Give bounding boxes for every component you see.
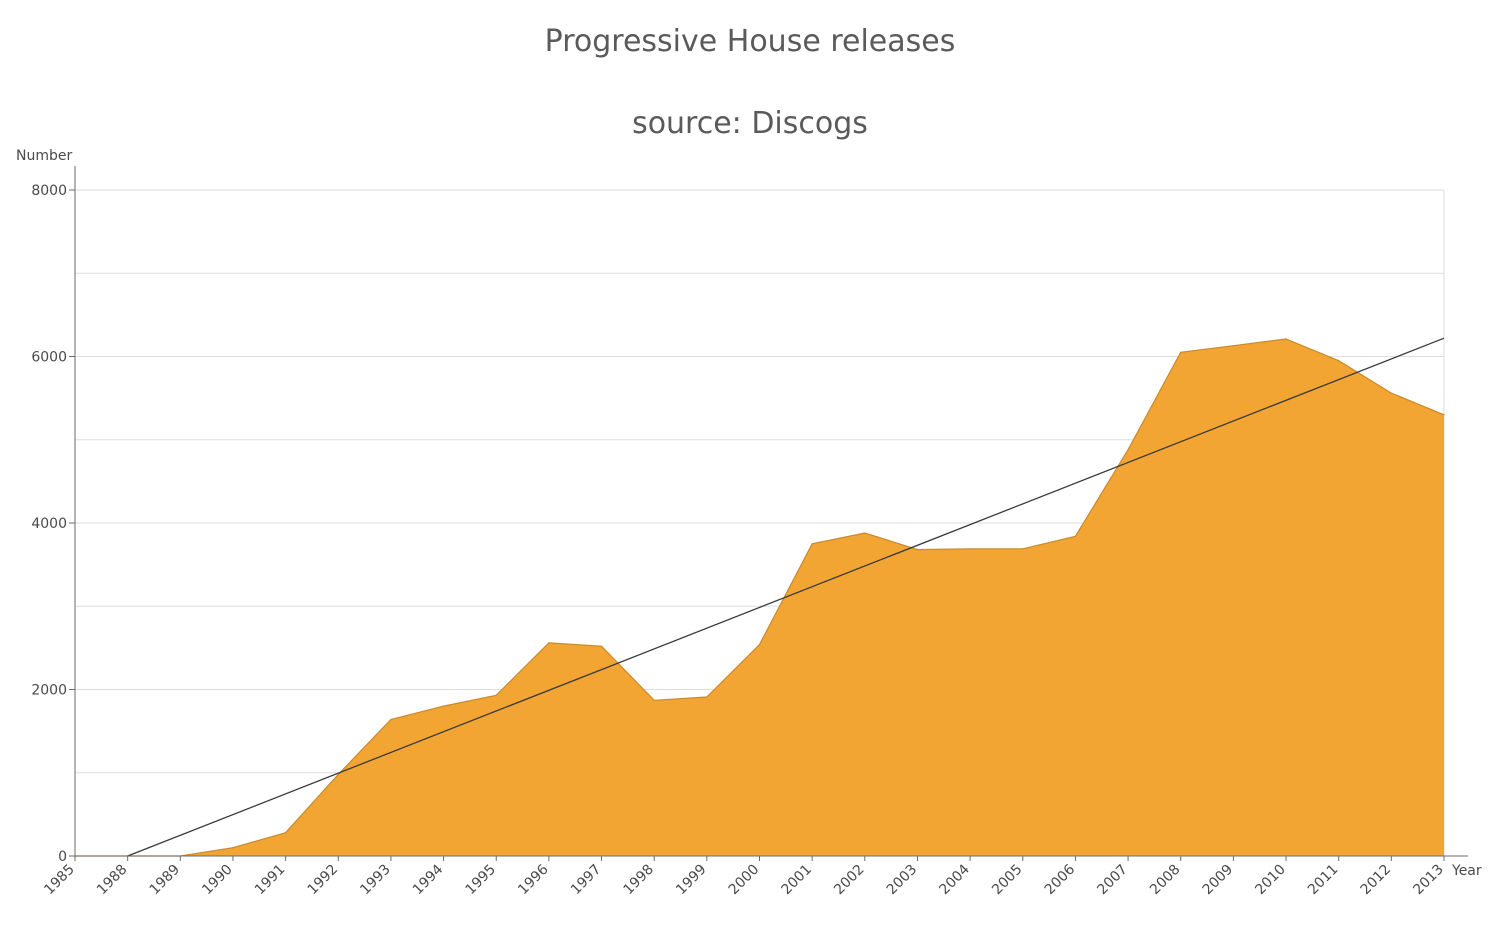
y-axis-label: Number bbox=[16, 148, 72, 164]
y-tick-label: 0 bbox=[58, 849, 67, 865]
x-tick-label-2013: 2013 bbox=[1410, 862, 1447, 899]
x-tick-label-2010: 2010 bbox=[1252, 862, 1289, 899]
x-tick-label-2007: 2007 bbox=[1094, 862, 1131, 899]
x-tick-label-1997: 1997 bbox=[568, 862, 605, 899]
x-tick-label-1990: 1990 bbox=[199, 862, 236, 899]
data-point-2012 bbox=[1390, 392, 1392, 394]
data-point-2000 bbox=[758, 643, 761, 646]
data-point-1998 bbox=[653, 699, 655, 701]
trendline bbox=[127, 337, 1445, 857]
x-axis-label: Year bbox=[1451, 863, 1482, 879]
data-point-2010 bbox=[1285, 338, 1287, 340]
y-tick-label: 2000 bbox=[31, 683, 67, 699]
data-point-2005 bbox=[1022, 548, 1024, 550]
data-point-2007 bbox=[1127, 449, 1129, 451]
data-point-2008 bbox=[1180, 351, 1182, 353]
data-point-1994 bbox=[442, 705, 445, 707]
x-tick-label-1993: 1993 bbox=[357, 862, 394, 899]
x-tick-label-2009: 2009 bbox=[1200, 862, 1237, 899]
x-tick-label-2002: 2002 bbox=[831, 862, 868, 899]
x-tick-label-1998: 1998 bbox=[621, 862, 658, 899]
y-tick-label: 6000 bbox=[31, 350, 67, 366]
data-point-2011 bbox=[1338, 360, 1340, 362]
data-point-2013 bbox=[1443, 414, 1445, 416]
x-tick-label-1991: 1991 bbox=[252, 862, 289, 899]
chart-subtitle: source: Discogs bbox=[632, 106, 868, 141]
x-tick-label-2006: 2006 bbox=[1042, 861, 1079, 898]
data-point-1990 bbox=[232, 847, 234, 849]
data-point-2009 bbox=[1232, 345, 1234, 347]
x-tick-label-2001: 2001 bbox=[778, 862, 815, 899]
x-tick-label-1992: 1992 bbox=[305, 862, 342, 899]
x-tick-label-2005: 2005 bbox=[989, 862, 1026, 899]
x-tick-label-2011: 2011 bbox=[1305, 862, 1342, 899]
area-fill bbox=[75, 339, 1444, 856]
chart-title: Progressive House releases bbox=[544, 24, 956, 59]
x-tick-label-1988: 1988 bbox=[94, 862, 131, 899]
data-point-2001 bbox=[811, 543, 813, 545]
x-tick-label-2008: 2008 bbox=[1147, 862, 1184, 899]
data-point-2002 bbox=[864, 532, 866, 534]
y-tick-label: 8000 bbox=[31, 183, 67, 199]
data-point-1999 bbox=[706, 696, 708, 698]
data-point-1997 bbox=[600, 645, 603, 647]
data-point-1993 bbox=[390, 718, 392, 721]
data-point-2006 bbox=[1074, 535, 1077, 537]
x-tick-label-1996: 1996 bbox=[515, 861, 552, 898]
x-tick-label-1995: 1995 bbox=[463, 862, 500, 899]
x-tick-label-1985: 1985 bbox=[41, 862, 78, 899]
area-series bbox=[74, 338, 1445, 857]
data-point-1995 bbox=[495, 694, 497, 696]
data-point-2004 bbox=[969, 548, 971, 550]
x-tick-label-1999: 1999 bbox=[673, 862, 710, 899]
data-point-1991 bbox=[285, 832, 287, 834]
x-tick-label-1994: 1994 bbox=[410, 861, 447, 898]
x-tick-label-2004: 2004 bbox=[936, 861, 973, 898]
data-point-1992 bbox=[337, 773, 339, 776]
y-tick-label: 4000 bbox=[31, 516, 67, 532]
data-point-1996 bbox=[548, 642, 550, 644]
trendline-layer bbox=[127, 337, 1445, 857]
x-tick-label-1989: 1989 bbox=[147, 862, 184, 899]
x-tick-label-2003: 2003 bbox=[884, 862, 921, 899]
data-point-2003 bbox=[916, 549, 919, 551]
x-tick-label-2000: 2000 bbox=[726, 862, 763, 899]
x-tick-label-2012: 2012 bbox=[1358, 862, 1395, 899]
